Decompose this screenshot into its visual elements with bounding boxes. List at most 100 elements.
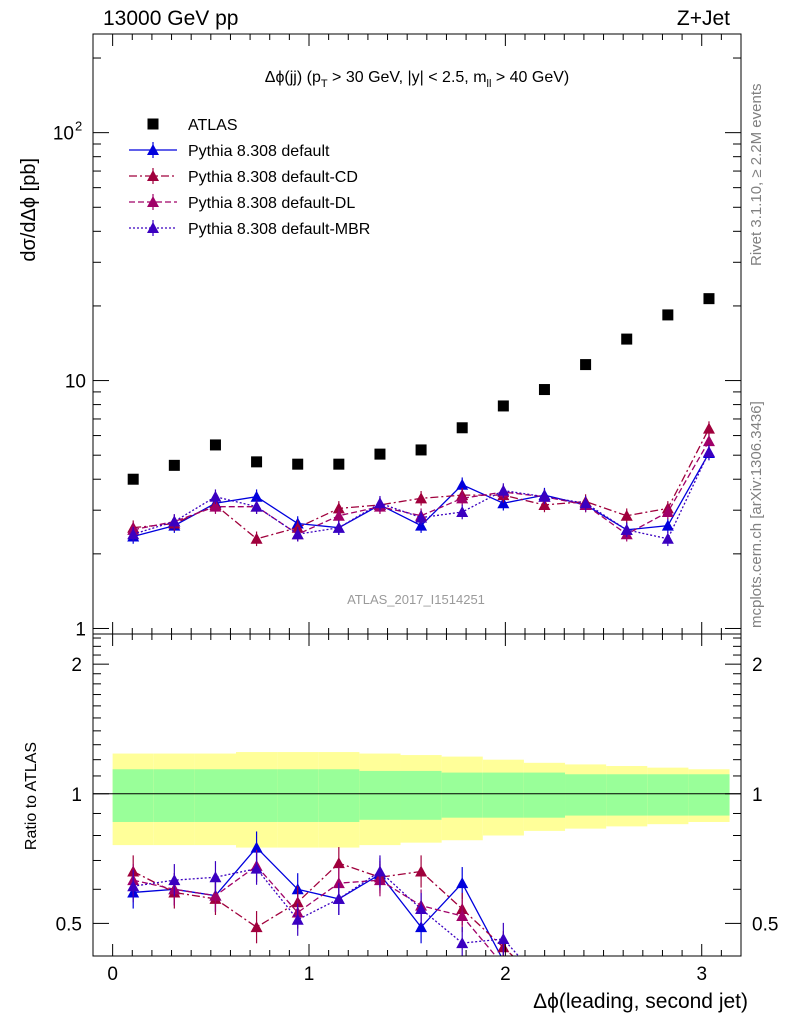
point-mbr	[291, 528, 304, 540]
point-atlas	[374, 448, 386, 460]
ratio-point-mbr	[332, 892, 345, 904]
ratio-point-mbr	[456, 937, 469, 949]
point-cd	[332, 502, 345, 514]
point-atlas	[538, 384, 550, 396]
x-axis-label: Δϕ(leading, second jet)	[533, 990, 748, 1013]
ratio-band-inner	[194, 769, 237, 822]
point-atlas	[580, 359, 592, 371]
point-mbr	[702, 446, 715, 458]
point-mbr	[373, 497, 386, 509]
legend-marker-dl	[147, 196, 159, 207]
x-tick-label: 1	[304, 964, 315, 985]
top-y-tick-label: 10	[53, 124, 74, 145]
point-atlas	[621, 333, 633, 345]
ratio-band-inner	[441, 772, 483, 818]
legend-label: Pythia 8.308 default-DL	[188, 195, 355, 212]
ratio-point-cd	[250, 921, 263, 933]
point-default	[497, 497, 510, 509]
x-tick-label: 0	[107, 964, 118, 985]
top-panel-data	[127, 293, 715, 547]
rivet-label: Rivet 3.1.10, ≥ 2.2M events	[748, 84, 765, 267]
point-default	[415, 519, 428, 531]
point-atlas	[662, 309, 674, 321]
point-mbr	[415, 511, 428, 523]
point-mbr	[620, 523, 633, 535]
point-cd	[538, 498, 551, 510]
ratio-point-dl	[456, 910, 469, 922]
ratio-point-mbr	[538, 979, 550, 990]
mcplots-label: mcplots.cern.ch [arXiv:1306.3436]	[748, 401, 765, 628]
ratio-band-inner	[482, 772, 524, 818]
point-mbr	[209, 490, 222, 502]
legend-marker-mbr	[147, 222, 159, 233]
point-mbr	[456, 506, 469, 518]
ratio-band-inner	[236, 769, 278, 822]
ratio-y-tick-label: 0.5	[56, 914, 82, 935]
ratio-y-tick-label-right: 0.5	[752, 914, 778, 935]
ratio-band-inner	[606, 774, 648, 816]
point-atlas	[209, 439, 221, 451]
point-dl	[209, 500, 222, 512]
ratio-band-inner	[318, 769, 360, 822]
legend: ATLAS Pythia 8.308 default Pythia 8.308 de…	[129, 117, 370, 238]
ratio-band-inner	[565, 774, 607, 816]
point-default	[456, 478, 469, 490]
legend-label: ATLAS	[188, 117, 238, 134]
point-mbr	[579, 497, 592, 509]
plot-title: Δϕ(jj) (pT > 30 GeV, |y| < 2.5, mll > 40…	[265, 69, 569, 90]
series-line-mbr	[133, 451, 710, 540]
series-line-dl	[133, 440, 710, 535]
point-atlas	[127, 473, 139, 485]
ratio-point-default	[456, 877, 469, 889]
ratio-band-inner	[112, 769, 154, 822]
ratio-y-tick-label-right: 1	[752, 785, 763, 806]
point-atlas	[292, 458, 304, 470]
ratio-point-cd	[415, 865, 428, 877]
ratio-panel-data	[93, 752, 741, 990]
legend-marker-cd	[147, 170, 159, 181]
ratio-point-cd	[538, 979, 550, 990]
point-atlas	[333, 458, 345, 470]
point-cd	[702, 422, 715, 434]
legend-marker-default	[147, 144, 159, 155]
point-dl	[702, 435, 715, 447]
ratio-band-inner	[153, 769, 195, 822]
ratio-point-mbr	[250, 862, 263, 874]
point-mbr	[332, 521, 345, 533]
ratio-point-mbr	[373, 865, 386, 877]
legend-label: Pythia 8.308 default-MBR	[188, 221, 370, 238]
ratio-point-mbr	[291, 913, 304, 925]
point-cd	[620, 509, 633, 521]
point-atlas	[497, 400, 509, 412]
x-tick-label: 2	[500, 964, 511, 985]
ratio-point-default	[415, 921, 428, 933]
point-atlas	[168, 459, 180, 471]
ratio-band-inner	[359, 770, 401, 820]
top-y-tick-exponent: 2	[75, 119, 82, 134]
ratio-point-dl	[538, 974, 550, 985]
ratio-band-inner	[688, 774, 730, 816]
ratio-point-dl	[209, 889, 222, 901]
top-y-tick-label: 10	[65, 372, 86, 393]
ratio-point-mbr	[127, 880, 140, 892]
ratio-y-tick-label: 2	[71, 655, 82, 676]
x-tick-label: 3	[696, 964, 707, 985]
point-atlas	[251, 456, 263, 468]
point-mbr	[127, 528, 140, 540]
ratio-panel-frame	[92, 633, 742, 957]
point-mbr	[250, 500, 263, 512]
ratio-point-dl	[332, 877, 345, 889]
legend-label: Pythia 8.308 default-CD	[188, 169, 358, 186]
ratio-band-inner	[647, 774, 689, 816]
point-atlas	[456, 422, 468, 434]
point-mbr	[497, 484, 510, 496]
ratio-point-mbr	[497, 932, 510, 944]
ratio-band-inner	[523, 772, 566, 818]
header-right: Z+Jet	[677, 7, 730, 30]
point-dl	[661, 506, 674, 518]
ratio-y-tick-label-right: 2	[752, 655, 763, 676]
ratio-point-cd	[332, 857, 345, 869]
ratio-y-axis-label: Ratio to ATLAS	[23, 742, 40, 850]
point-mbr	[661, 532, 674, 544]
